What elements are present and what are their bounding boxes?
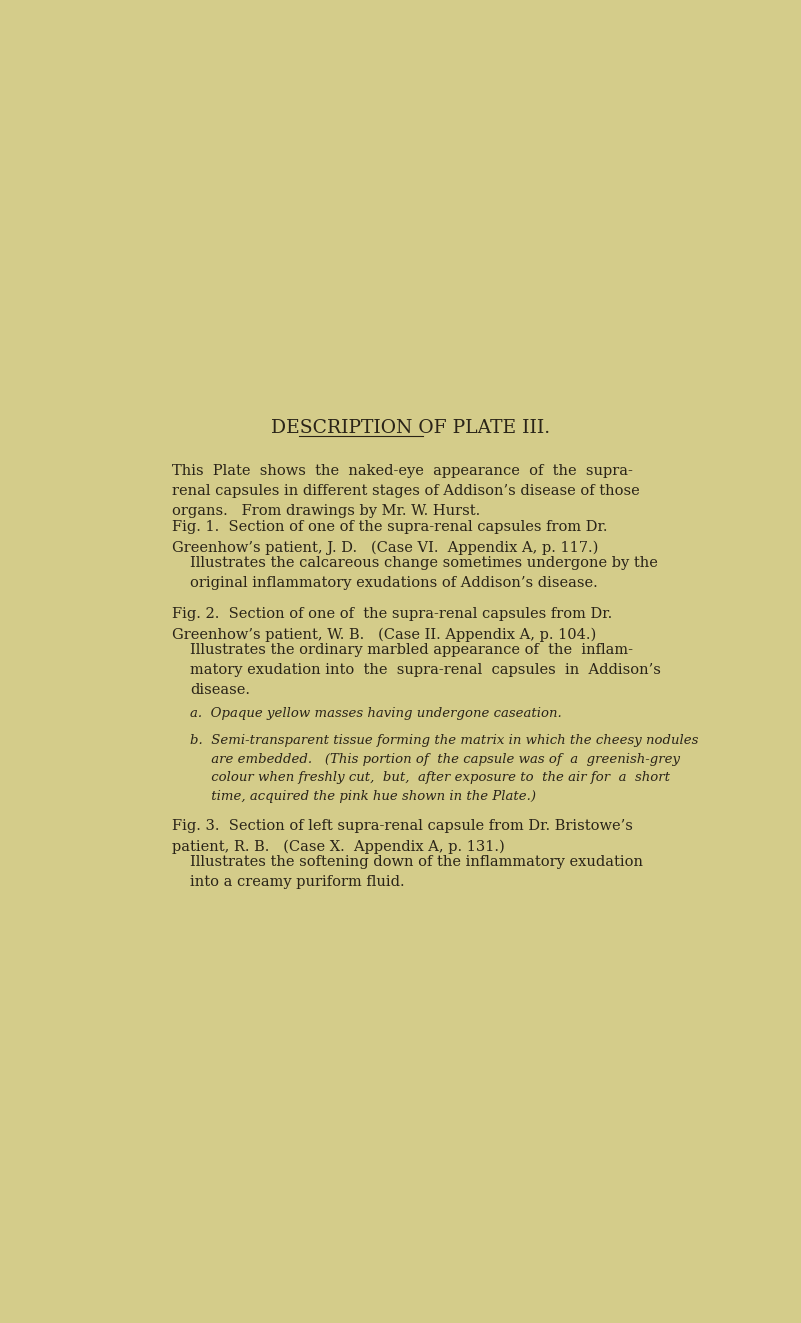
Text: b.  Semi-transparent tissue forming the matrix in which the cheesy nodules
     : b. Semi-transparent tissue forming the m… bbox=[190, 734, 698, 803]
Text: Illustrates the calcareous change sometimes undergone by the
original inflammato: Illustrates the calcareous change someti… bbox=[190, 556, 658, 590]
Text: Illustrates the ordinary marbled appearance of  the  inflam-
matory exudation in: Illustrates the ordinary marbled appeara… bbox=[190, 643, 661, 697]
Text: DESCRIPTION OF PLATE III.: DESCRIPTION OF PLATE III. bbox=[271, 418, 550, 437]
Text: This  Plate  shows  the  naked-eye  appearance  of  the  supra-
renal capsules i: This Plate shows the naked-eye appearanc… bbox=[171, 464, 639, 519]
Text: Fig. 2.  Section of one of  the supra-renal capsules from Dr.
Greenhow’s patient: Fig. 2. Section of one of the supra-rena… bbox=[171, 607, 612, 642]
Text: a.  Opaque yellow masses having undergone caseation.: a. Opaque yellow masses having undergone… bbox=[190, 706, 562, 720]
Text: Fig. 1.  Section of one of the supra-renal capsules from Dr.
Greenhow’s patient,: Fig. 1. Section of one of the supra-rena… bbox=[171, 520, 607, 556]
Text: Fig. 3.  Section of left supra-renal capsule from Dr. Bristowe’s
patient, R. B. : Fig. 3. Section of left supra-renal caps… bbox=[171, 819, 632, 853]
Text: Illustrates the softening down of the inflammatory exudation
into a creamy purif: Illustrates the softening down of the in… bbox=[190, 855, 643, 889]
